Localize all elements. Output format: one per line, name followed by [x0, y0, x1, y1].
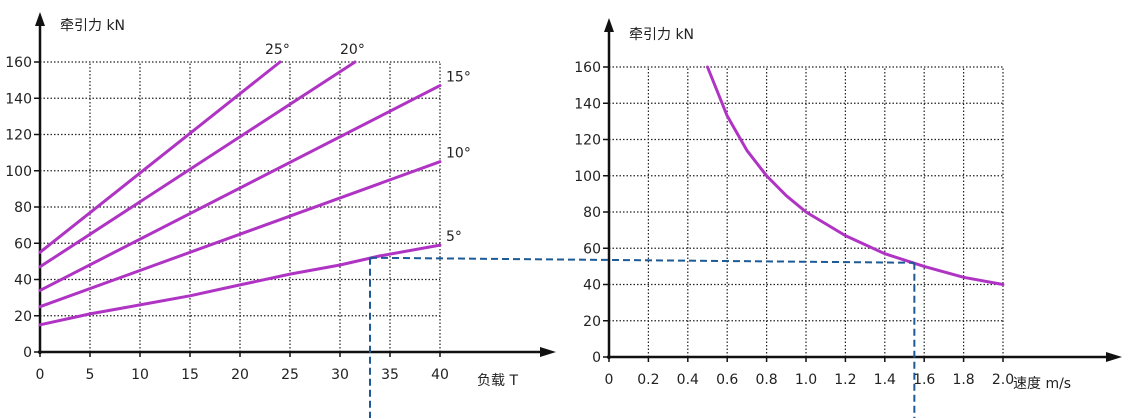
left-x-tick-label: 20	[231, 367, 249, 383]
left-y-tick-label: 20	[14, 309, 32, 325]
left-series-label: 25°	[265, 42, 290, 58]
speed-traction-chart: 0 0.2 0.4 0.6 0.8 1.0 1.2 1.4 1.6 1.8 2.0 0 20 40 60 80…	[574, 18, 1122, 388]
left-series-line	[38, 160, 442, 309]
right-y-tick-label: 60	[583, 241, 601, 257]
left-x-tick-label: 0	[36, 367, 45, 383]
left-y-tick-label: 60	[14, 236, 32, 252]
left-y-axis-label: 牵引力 kN	[60, 18, 125, 34]
right-y-tick-label: 100	[574, 169, 601, 185]
left-x-tick-label: 10	[131, 367, 149, 383]
left-y-tick-label: 0	[23, 345, 32, 361]
left-series-line	[38, 60, 282, 254]
left-x-tick-label: 30	[331, 367, 349, 383]
right-x-tick-label: 0.6	[716, 372, 738, 388]
right-x-tick-label: 0.2	[637, 372, 659, 388]
left-series-label: 10°	[446, 146, 471, 162]
left-x-tick-label: 40	[431, 367, 449, 383]
left-x-axis-label: 负载 T	[477, 373, 518, 389]
left-x-tick-label: 15	[181, 367, 199, 383]
right-x-tick-label: 2.0	[992, 372, 1014, 388]
left-y-tick-label: 120	[5, 128, 32, 144]
left-y-axis-arrow	[35, 12, 45, 26]
right-y-tick-label: 20	[583, 314, 601, 330]
right-x-tick-label: 0.8	[755, 372, 777, 388]
right-y-tick-label: 80	[583, 205, 601, 221]
right-y-tick-label: 160	[574, 60, 601, 76]
right-x-tick-label: 1.4	[874, 372, 896, 388]
horizontal-guide-line	[369, 256, 915, 264]
right-y-tick-label: 140	[574, 96, 601, 112]
right-x-tick-label: 0	[605, 372, 614, 388]
right-x-tick-label: 1.6	[913, 372, 935, 388]
left-series-line	[38, 84, 442, 292]
right-y-tick-label: 120	[574, 133, 601, 149]
left-y-tick-label: 80	[14, 200, 32, 216]
left-series-line	[38, 60, 357, 269]
right-y-tick-label: 0	[592, 350, 601, 366]
right-series-line	[706, 65, 1005, 286]
left-series-line	[38, 243, 442, 327]
left-series-label: 15°	[446, 70, 471, 86]
right-x-tick-label: 1.8	[952, 372, 974, 388]
left-x-axis-arrow	[540, 347, 556, 357]
right-y-axis-label: 牵引力 kN	[629, 27, 694, 43]
left-y-tick-label: 100	[5, 164, 32, 180]
left-y-tick-label: 40	[14, 273, 32, 289]
left-y-tick-label: 140	[5, 91, 32, 107]
right-x-axis-label: 速度 m/s	[1013, 376, 1071, 392]
right-x-axis-arrow	[1106, 352, 1122, 362]
left-y-tick-label: 160	[5, 55, 32, 71]
load-traction-chart: 0 5 10 15 20 25 30 35 40 0 20 40 60 80 100 120 140 160 25°…	[5, 12, 556, 383]
left-series-label: 5°	[446, 229, 462, 245]
left-x-tick-label: 5	[86, 367, 95, 383]
right-y-tick-label: 40	[583, 278, 601, 294]
left-x-tick-label: 35	[381, 367, 399, 383]
right-x-tick-label: 0.4	[677, 372, 699, 388]
left-x-tick-label: 25	[281, 367, 299, 383]
right-x-tick-label: 1.0	[795, 372, 817, 388]
dashed-guides	[369, 256, 916, 418]
right-x-tick-label: 1.2	[834, 372, 856, 388]
left-series-label: 20°	[340, 42, 365, 58]
right-y-axis-arrow	[604, 18, 614, 32]
